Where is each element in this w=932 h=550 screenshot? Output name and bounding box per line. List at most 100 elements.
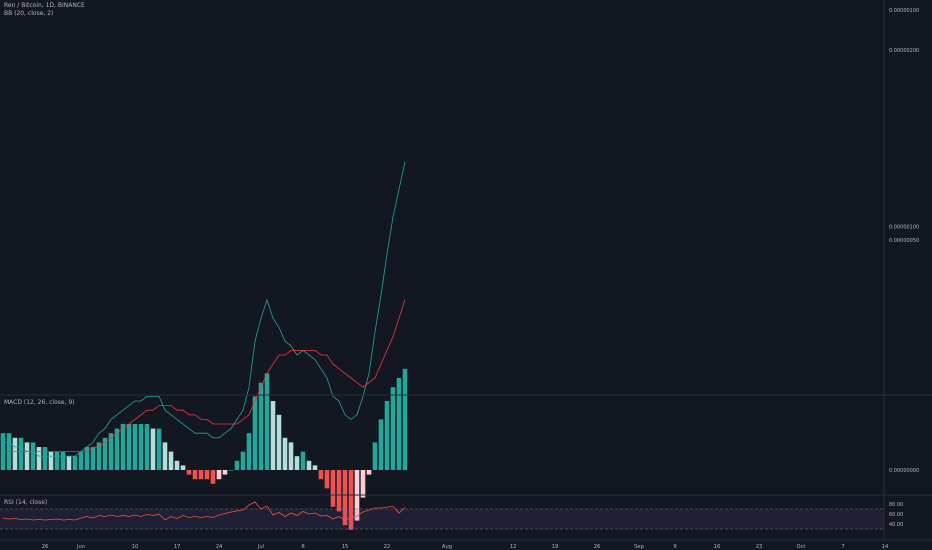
date-axis-label: 19 — [552, 544, 559, 550]
rsi-axis-label: 40.00 — [889, 522, 903, 528]
date-axis-label: 23 — [756, 544, 763, 550]
macd-histogram-bar — [384, 401, 390, 470]
macd-histogram-bar — [54, 451, 60, 470]
macd-histogram-bar — [192, 470, 198, 480]
rsi-band — [0, 509, 884, 529]
macd-histogram-bar — [144, 424, 150, 470]
rsi-axis-label: 80.00 — [889, 502, 903, 508]
rsi-indicator-label[interactable]: RSI (14, close) — [4, 499, 48, 506]
rsi-pane[interactable] — [0, 501, 884, 530]
macd-histogram-bar — [228, 470, 234, 471]
macd-histogram-bar — [168, 451, 174, 470]
macd-histogram-bar — [114, 428, 120, 470]
macd-histogram-bar — [366, 470, 372, 475]
macd-histogram-bar — [294, 456, 300, 470]
date-axis-label: 8 — [301, 544, 304, 550]
date-axis-label: 24 — [216, 544, 223, 550]
macd-histogram-bar — [42, 447, 48, 470]
macd-histogram-bar — [342, 470, 348, 526]
macd-histogram-bar — [90, 447, 96, 470]
macd-axis-label: 0.00000050 — [889, 238, 919, 244]
macd-histogram-bar — [306, 460, 312, 470]
macd-histogram-bar — [282, 437, 288, 470]
date-axis-label: 10 — [132, 544, 139, 550]
macd-histogram-bar — [174, 460, 180, 470]
macd-histogram-bar — [156, 428, 162, 470]
macd-histogram-bar — [180, 465, 186, 470]
macd-histogram-bar — [36, 447, 42, 470]
macd-histogram-bar — [258, 382, 264, 470]
macd-histogram-bar — [162, 442, 168, 470]
date-axis-label: Aug — [442, 544, 452, 550]
date-axis-label: Sep — [634, 544, 644, 550]
macd-histogram-bar — [186, 470, 192, 475]
macd-histogram-bar — [246, 433, 252, 470]
rsi-axis-label: 60.00 — [889, 512, 903, 518]
macd-histogram-bar — [222, 470, 228, 475]
macd-histogram-bar — [300, 451, 306, 470]
date-axis-label: 12 — [510, 544, 517, 550]
macd-histogram-bar — [390, 387, 396, 470]
macd-histogram-bar — [198, 470, 204, 480]
macd-histogram-bar — [252, 396, 258, 470]
macd-histogram-bar — [288, 442, 294, 470]
macd-histogram-bar — [276, 414, 282, 470]
macd-histogram-bar — [18, 437, 24, 470]
macd-histogram-bar — [60, 451, 66, 470]
macd-axis-label: 0.00000000 — [889, 468, 919, 474]
macd-histogram-bar — [150, 428, 156, 470]
date-axis-label: Jun — [76, 544, 85, 550]
macd-histogram-bar — [96, 442, 102, 470]
macd-histogram-bar — [120, 424, 126, 470]
macd-histogram-bar — [378, 419, 384, 470]
macd-histogram-bar — [138, 424, 144, 470]
macd-histogram-bar — [324, 470, 330, 489]
date-axis-label: 26 — [42, 544, 49, 550]
date-axis-label: 26 — [594, 544, 601, 550]
macd-histogram-bar — [102, 437, 108, 470]
rsi-line[interactable] — [2, 501, 406, 521]
macd-histogram-bar — [66, 456, 72, 470]
macd-histogram-bar — [270, 401, 276, 470]
macd-histogram-bar — [48, 451, 54, 470]
macd-axis-label: 0.00000100 — [889, 8, 919, 14]
macd-histogram-bar — [312, 465, 318, 470]
macd-histogram-bar — [30, 442, 36, 470]
macd-histogram-bar — [234, 460, 240, 470]
symbol-title[interactable]: Ren / Bitcoin, 1D, BINANCE — [4, 2, 85, 9]
macd-histogram-bar — [396, 378, 402, 470]
date-axis-label: 9 — [673, 544, 676, 550]
macd-histogram-bar — [318, 470, 324, 480]
macd-histogram-bar — [78, 451, 84, 470]
macd-histogram-bar — [402, 368, 408, 470]
macd-histogram-bar — [108, 433, 114, 470]
macd-histogram-bar — [84, 447, 90, 470]
macd-histogram-bar — [24, 442, 30, 470]
price-axis-label: 0.00000100 — [889, 224, 919, 230]
date-axis-label: 7 — [841, 544, 844, 550]
date-axis-label: 22 — [384, 544, 391, 550]
macd-histogram-bar — [204, 470, 210, 480]
date-axis-label: 15 — [342, 544, 349, 550]
macd-histogram-bar — [372, 442, 378, 470]
date-axis-label: 14 — [882, 544, 889, 550]
price-axis-label: 0.00000200 — [889, 48, 919, 54]
macd-histogram-bar — [360, 470, 366, 498]
macd-histogram-bar — [72, 456, 78, 470]
date-axis-label: Jul — [257, 544, 264, 550]
macd-histogram-bar — [240, 451, 246, 470]
macd-signal-line[interactable] — [3, 299, 406, 452]
macd-histogram-bar — [12, 437, 18, 470]
bb-indicator-label[interactable]: BB (20, close, 2) — [4, 10, 54, 17]
macd-line[interactable] — [3, 161, 406, 457]
macd-histogram-bar — [330, 470, 336, 507]
macd-indicator-label[interactable]: MACD (12, 26, close, 9) — [4, 399, 75, 406]
date-axis-label: 16 — [714, 544, 721, 550]
macd-histogram-bar — [132, 424, 138, 470]
macd-histogram-bar — [264, 373, 270, 470]
macd-histogram-bar — [216, 470, 222, 480]
macd-histogram-bar — [126, 424, 132, 470]
